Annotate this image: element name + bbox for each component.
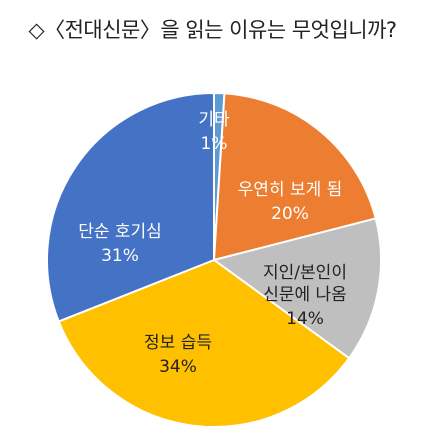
slice-label-1: 기타 (198, 110, 230, 130)
slice-value-3: 14% (286, 309, 324, 329)
slice-value-5: 31% (101, 246, 139, 266)
slice-label-3-line-2: 신문에 나옴 (263, 285, 347, 305)
slice-value-2: 20% (271, 204, 309, 224)
slice-value-1: 1% (201, 134, 228, 154)
pie-slices (46, 91, 382, 428)
pie-slice-3 (211, 217, 382, 360)
slice-label-2: 우연히 보게 됨 (238, 180, 343, 200)
pie-slice-4 (57, 258, 351, 428)
slice-label-4: 정보 습득 (144, 333, 212, 353)
slice-label-3-line-1: 지인/본인이 (263, 263, 347, 283)
pie-slice-5 (46, 91, 215, 323)
chart-title: ◇〈전대신문〉을 읽는 이유는 무엇입니까? (28, 18, 397, 42)
slice-value-4: 34% (159, 357, 197, 377)
slice-label-5: 단순 호기심 (78, 222, 162, 242)
pie-slice-2 (212, 92, 377, 262)
